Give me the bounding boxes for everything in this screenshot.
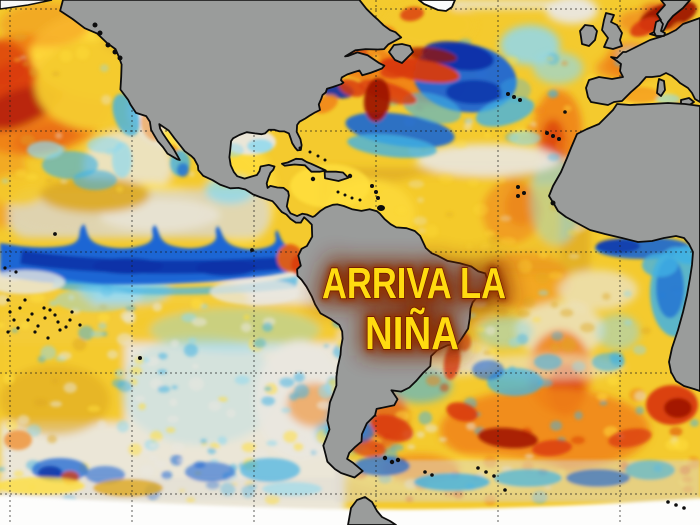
svg-text:ARRIVA LA: ARRIVA LA: [322, 259, 506, 308]
svg-text:NIÑA: NIÑA: [365, 307, 459, 359]
svg-text:NIÑA: NIÑA: [365, 307, 459, 359]
svg-text:ARRIVA LA: ARRIVA LA: [322, 259, 506, 308]
svg-text:ARRIVA LA: ARRIVA LA: [322, 259, 506, 308]
svg-text:NIÑA: NIÑA: [365, 307, 459, 359]
